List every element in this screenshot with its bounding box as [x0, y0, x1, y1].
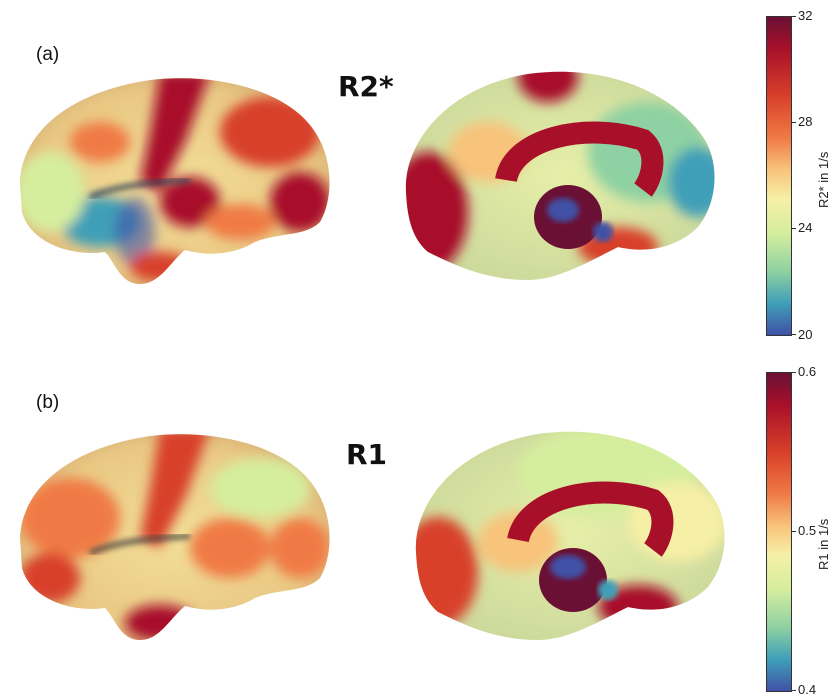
colorbar-r2star: [766, 16, 792, 336]
panel-title-r2star: R2*: [338, 70, 394, 103]
colorbar-tick-28: 28: [798, 114, 813, 129]
colorbar-label-r2star: R2* in 1/s: [816, 151, 831, 208]
panel-label-b: (b): [36, 392, 60, 413]
colorbar-tick-32: 32: [798, 8, 813, 23]
colorbar-tick-mark: [791, 372, 796, 373]
brain-lateral-r2star: [20, 78, 330, 285]
colorbar-tick-24: 24: [798, 220, 813, 235]
colorbar-tick-0-5: 0.5: [798, 523, 817, 538]
colorbar-tick-mark: [791, 228, 796, 229]
brain-lateral-r1: [20, 434, 330, 641]
panel-title-r1: R1: [346, 438, 388, 471]
colorbar-tick-20: 20: [798, 327, 813, 342]
colorbar-tick-0-4: 0.4: [798, 682, 817, 697]
colorbar-tick-mark: [791, 531, 796, 532]
colorbar-tick-0-6: 0.6: [798, 364, 817, 379]
colorbar-tick-mark: [791, 16, 796, 17]
panel-label-a: (a): [36, 44, 60, 65]
colorbar-r1: [766, 372, 792, 692]
colorbar-tick-mark: [791, 690, 796, 691]
brain-medial-r2star: [405, 71, 715, 280]
colorbar-tick-mark: [791, 334, 796, 335]
colorbar-tick-mark: [791, 122, 796, 123]
colorbar-label-r1: R1 in 1/s: [816, 518, 831, 570]
brain-medial-r1: [415, 431, 725, 640]
